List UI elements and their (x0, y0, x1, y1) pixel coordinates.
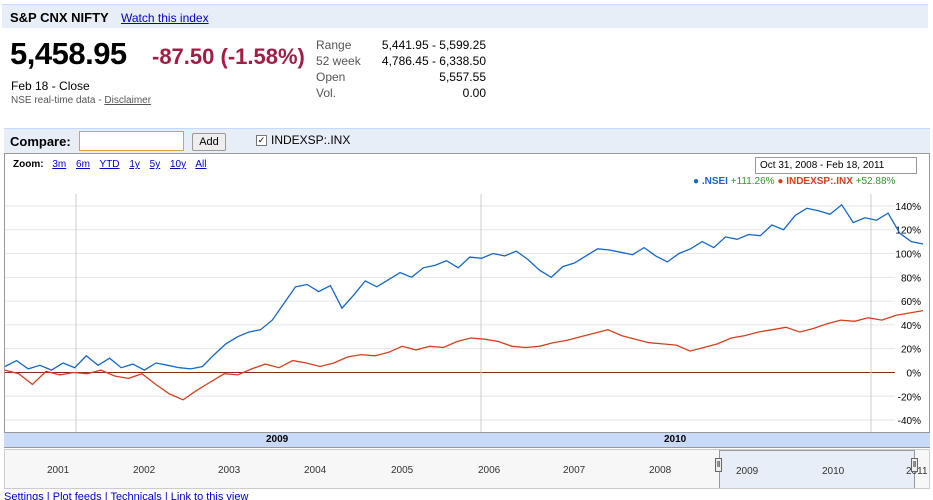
y-tick-label: 80% (901, 273, 921, 284)
y-tick-label: 40% (901, 321, 921, 332)
overview-left-handle[interactable]: ‖ (715, 458, 722, 472)
zoom-ytd[interactable]: YTD (99, 159, 120, 170)
stats-row: Open 5,557.55 (316, 70, 486, 86)
stats-table: Range 5,441.95 - 5,599.25 52 week 4,786.… (316, 38, 486, 102)
compare-checkbox-label: INDEXSP:.INX (271, 133, 351, 147)
add-button[interactable]: Add (192, 133, 226, 151)
stats-row: 52 week 4,786.45 - 6,338.50 (316, 54, 486, 70)
price-chart[interactable]: 140% 120% 100% 80% 60% 40% 20% 0% -20% -40% (5, 194, 929, 432)
time-axis-bar: 2009 2010 (4, 432, 930, 447)
compare-label: Compare: (10, 134, 71, 149)
date-range: Oct 31, 2008 - Feb 18, 2011 (755, 157, 917, 174)
zoom-10y[interactable]: 10y (170, 159, 187, 170)
overview-selection[interactable]: 2009 2010 2011 (719, 450, 928, 488)
zoom-controls: Zoom: 3m 6m YTD 1y 5y 10y All (13, 159, 213, 170)
zoom-all[interactable]: All (195, 159, 207, 170)
y-tick-label: 140% (895, 202, 921, 213)
overview-year: 2008 (649, 465, 672, 476)
stats-row: Range 5,441.95 - 5,599.25 (316, 38, 486, 54)
link-to-view-link[interactable]: Link to this view (170, 491, 249, 500)
zoom-3m[interactable]: 3m (52, 159, 67, 170)
overview-year: 2005 (391, 465, 414, 476)
overview-year: 2004 (304, 465, 327, 476)
overview-year: 2007 (563, 465, 586, 476)
zoom-1y[interactable]: 1y (129, 159, 140, 170)
zoom-label: Zoom: (13, 159, 44, 170)
y-tick-label: 0% (907, 368, 922, 379)
overview-year: 2001 (47, 465, 70, 476)
stat-label: Vol. (316, 86, 337, 100)
realtime-note-text: NSE real-time data - (11, 95, 105, 106)
footer-links: Settings | Plot feeds | Technicals | Lin… (4, 491, 248, 500)
compare-checkbox[interactable]: ✓ (256, 135, 267, 146)
overview-year: 2009 (736, 466, 759, 477)
overview-year: 2002 (133, 465, 156, 476)
overview-year: 2010 (822, 466, 845, 477)
legend-nsei-change: +111.26% (730, 176, 775, 187)
y-tick-label: -20% (898, 392, 921, 403)
price-change: -87.50 (-1.58%) (152, 44, 305, 69)
legend-inx-label: INDEXSP:.INX (786, 176, 853, 187)
stat-value: 4,786.45 - 6,338.50 (381, 54, 486, 68)
y-tick-label: 60% (901, 297, 921, 308)
overview-timeline[interactable]: 2001 2002 2003 2004 2005 2006 2007 2008 … (4, 449, 930, 489)
zoom-5y[interactable]: 5y (149, 159, 161, 170)
title-bar: S&P CNX NIFTY Watch this index (2, 4, 928, 28)
legend-inx: ● INDEXSP:.INX (777, 176, 853, 187)
series-line-inx (5, 309, 924, 401)
y-tick-label: 100% (895, 250, 921, 261)
y-tick-label: -40% (898, 416, 921, 427)
series-line-nsei (5, 203, 924, 371)
watch-index-link[interactable]: Watch this index (121, 11, 209, 25)
stat-label: Open (316, 70, 346, 84)
y-tick-label: 20% (901, 345, 921, 356)
technicals-link[interactable]: Technicals (110, 491, 162, 500)
legend-nsei: ● .NSEI (693, 176, 728, 187)
plot-feeds-link[interactable]: Plot feeds (52, 491, 102, 500)
realtime-note: NSE real-time data - Disclaimer (11, 95, 151, 106)
overview-right-handle[interactable]: ‖ (911, 458, 918, 472)
compare-input[interactable] (79, 131, 184, 151)
stat-label: Range (316, 38, 352, 52)
close-date: Feb 18 - Close (11, 79, 90, 93)
x-label-2009: 2009 (266, 434, 289, 445)
index-name: S&P CNX NIFTY (10, 10, 109, 25)
stats-row: Vol. 0.00 (316, 86, 486, 102)
x-label-2010: 2010 (664, 434, 687, 445)
zoom-6m[interactable]: 6m (76, 159, 90, 170)
current-price: 5,458.95 (10, 36, 127, 71)
settings-link[interactable]: Settings (4, 491, 44, 500)
stat-value: 5,441.95 - 5,599.25 (381, 38, 486, 52)
stat-value: 5,557.55 (439, 70, 486, 84)
compare-bar: Compare: Add ✓ INDEXSP:.INX (4, 128, 930, 153)
chart-legend: ● .NSEI +111.26% ● INDEXSP:.INX +52.88% (693, 176, 895, 187)
stat-label: 52 week (316, 54, 361, 68)
y-tick-label: 120% (895, 226, 921, 237)
disclaimer-link[interactable]: Disclaimer (104, 95, 152, 106)
legend-nsei-label: .NSEI (701, 176, 728, 187)
stat-value: 0.00 (462, 86, 486, 100)
overview-year: 2003 (218, 465, 241, 476)
chart-panel: Zoom: 3m 6m YTD 1y 5y 10y All Oct 31, 20… (4, 153, 930, 448)
legend-inx-change: +52.88% (855, 176, 896, 187)
overview-year: 2006 (478, 465, 501, 476)
